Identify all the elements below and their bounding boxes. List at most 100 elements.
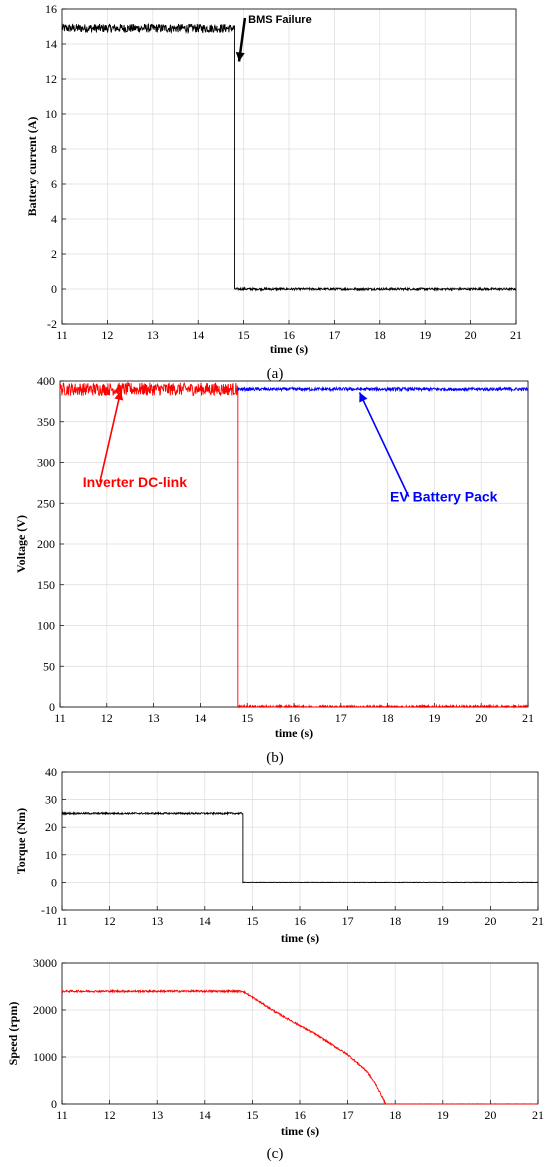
x-tick-label: 20 [484, 914, 496, 928]
x-tick-label: 20 [465, 328, 477, 342]
y-tick-label: 0 [51, 1097, 57, 1111]
annotation-arrowhead [359, 392, 368, 403]
annotation-label: Inverter DC-link [83, 474, 187, 490]
y-axis-label: Voltage (V) [14, 515, 28, 573]
x-tick-label: 19 [437, 914, 449, 928]
y-tick-label: 3000 [33, 956, 57, 970]
x-tick-label: 18 [389, 1108, 401, 1122]
x-tick-label: 21 [532, 1108, 544, 1122]
y-axis-label: Torque (Nm) [14, 808, 28, 874]
y-tick-label: 8 [51, 142, 57, 156]
x-tick-label: 11 [56, 328, 68, 342]
x-axis-label: time (s) [281, 1124, 319, 1138]
x-tick-label: 16 [294, 914, 306, 928]
x-axis-label: time (s) [281, 931, 319, 945]
series-line [59, 381, 528, 709]
y-axis-label: Battery current (A) [25, 117, 39, 217]
y-tick-label: 250 [37, 496, 55, 510]
x-tick-label: 15 [238, 328, 250, 342]
y-tick-label: 200 [37, 537, 55, 551]
y-tick-label: 300 [37, 456, 55, 470]
x-tick-label: 13 [151, 1108, 163, 1122]
x-tick-label: 15 [246, 1108, 258, 1122]
y-tick-label: 350 [37, 415, 55, 429]
y-tick-label: 150 [37, 578, 55, 592]
y-tick-label: 400 [37, 374, 55, 388]
series-line [237, 385, 529, 393]
y-tick-label: 100 [37, 619, 55, 633]
y-tick-label: 4 [51, 212, 57, 226]
x-tick-label: 21 [510, 328, 522, 342]
y-tick-label: 6 [51, 177, 57, 191]
x-tick-label: 12 [104, 1108, 116, 1122]
series-line [61, 988, 539, 1105]
x-tick-label: 15 [246, 914, 258, 928]
x-tick-label: 11 [56, 914, 68, 928]
x-tick-label: 15 [241, 711, 253, 725]
annotation-arrow [358, 392, 410, 497]
y-tick-label: 50 [43, 659, 55, 673]
x-tick-label: 13 [147, 328, 159, 342]
x-tick-label: 20 [484, 1108, 496, 1122]
y-tick-label: 0 [49, 700, 55, 714]
y-tick-label: 0 [51, 282, 57, 296]
x-tick-label: 18 [389, 914, 401, 928]
x-tick-label: 13 [151, 914, 163, 928]
caption-b: (b) [266, 750, 284, 766]
y-tick-label: 14 [45, 37, 57, 51]
caption-a: (a) [267, 366, 284, 382]
x-tick-label: 12 [104, 914, 116, 928]
x-tick-label: 14 [194, 711, 206, 725]
series-line [61, 23, 517, 292]
x-tick-label: 14 [192, 328, 204, 342]
x-tick-label: 12 [101, 328, 113, 342]
panel-b: 11 12 13 14 15 16 17 18 19 20 21 0 50 100 150 200 250 300… [14, 374, 534, 740]
x-tick-label: 17 [335, 711, 347, 725]
panel-a: 11 12 13 14 15 16 17 18 19 20 21-20246810121416tim… [25, 2, 522, 356]
x-tick-label: 14 [199, 914, 211, 928]
annotation-arrow [99, 390, 122, 483]
annotation-arrowhead [235, 51, 245, 62]
y-tick-label: 16 [45, 2, 57, 16]
panel-c-torque: 11 12 13 14 15 16 17 18 19 20 21 -10 0 10 20 30 40 time (… [14, 765, 544, 945]
y-tick-label: -2 [47, 317, 57, 331]
x-tick-label: 12 [101, 711, 113, 725]
y-tick-label: 2000 [33, 1003, 57, 1017]
y-tick-label: 0 [51, 875, 57, 889]
x-tick-label: 11 [56, 1108, 68, 1122]
y-tick-label: 1000 [33, 1050, 57, 1064]
y-tick-label: 2 [51, 247, 57, 261]
y-tick-label: 12 [45, 72, 57, 86]
series-line [61, 810, 539, 884]
x-tick-label: 16 [283, 328, 295, 342]
x-tick-label: 17 [328, 328, 340, 342]
x-tick-label: 13 [148, 711, 160, 725]
annotation-label: EV Battery Pack [390, 489, 498, 505]
x-tick-label: 19 [437, 1108, 449, 1122]
x-axis-label: time (s) [275, 726, 313, 740]
x-axis-label: time (s) [270, 342, 308, 356]
x-tick-label: 17 [342, 914, 354, 928]
x-tick-label: 16 [294, 1108, 306, 1122]
y-tick-label: 30 [45, 793, 57, 807]
y-tick-label: 20 [45, 820, 57, 834]
y-axis-label: Speed (rpm) [6, 1002, 20, 1066]
x-tick-label: 18 [382, 711, 394, 725]
panel-c-speed: 11 12 13 14 15 16 17 18 19 20 21 0 1000 2000 3000 time … [6, 956, 544, 1138]
annotation-label: BMS Failure [248, 14, 312, 26]
x-tick-label: 19 [428, 711, 440, 725]
y-tick-label: 10 [45, 107, 57, 121]
x-tick-label: 17 [342, 1108, 354, 1122]
x-tick-label: 11 [54, 711, 66, 725]
x-tick-label: 16 [288, 711, 300, 725]
x-tick-label: 20 [475, 711, 487, 725]
y-tick-label: 40 [45, 765, 57, 779]
x-tick-label: 18 [374, 328, 386, 342]
x-tick-label: 19 [419, 328, 431, 342]
y-tick-label: -10 [41, 903, 57, 917]
caption-c: (c) [267, 1146, 284, 1162]
y-tick-label: 10 [45, 848, 57, 862]
x-tick-label: 14 [199, 1108, 211, 1122]
x-tick-label: 21 [522, 711, 534, 725]
